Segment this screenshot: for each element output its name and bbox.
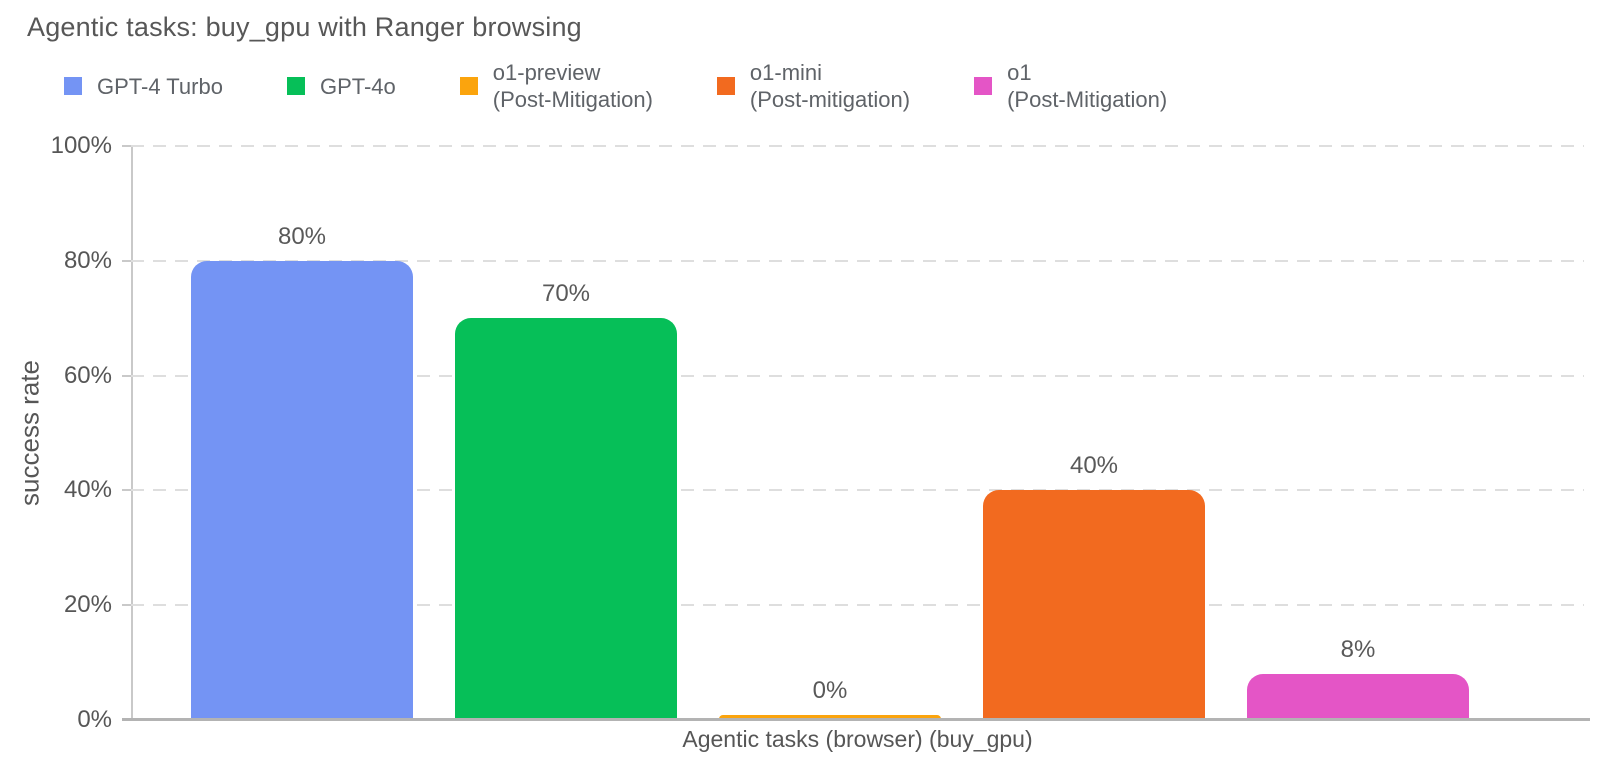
y-tick-mark-40	[122, 489, 131, 492]
y-tick-label-0: 0%	[77, 706, 112, 733]
legend-label: o1-preview (Post-Mitigation)	[492, 60, 653, 112]
y-tick-label-60: 60%	[63, 361, 112, 389]
bar-o1-mini-post-mitigation[interactable]	[983, 490, 1205, 720]
bar-gpt-4o[interactable]	[455, 318, 677, 720]
y-tick-mark-20	[122, 604, 131, 607]
legend-swatch-icon	[286, 77, 305, 95]
bar-gpt-4-turbo[interactable]	[191, 261, 413, 720]
legend-swatch-icon	[716, 77, 735, 95]
y-tick-mark-100	[122, 145, 131, 147]
value-label-1: 70%	[541, 280, 591, 307]
value-label-2: 0%	[812, 677, 848, 704]
legend-item-o1-mini-post-mitigation[interactable]: o1-mini (Post-mitigation)	[716, 59, 911, 113]
y-axis-tick-labels: 0% 20% 40% 60% 80% 100%	[0, 132, 112, 733]
value-label-3: 40%	[1069, 452, 1119, 479]
value-label-0: 80%	[277, 223, 327, 250]
gridline-80	[131, 259, 1584, 262]
chart-title: Agentic tasks: buy_gpu with Ranger brows…	[27, 12, 582, 42]
legend-swatch-icon	[459, 77, 478, 95]
legend-item-gpt-4o[interactable]: GPT-4o	[286, 73, 396, 100]
y-tick-label-40: 40%	[63, 476, 112, 504]
y-axis-line	[131, 146, 133, 720]
y-tick-label-100: 100%	[50, 132, 112, 159]
x-axis-title: Agentic tasks (browser) (buy_gpu)	[682, 726, 1033, 752]
legend-swatch-icon	[974, 77, 993, 95]
legend: GPT-4 Turbo GPT-4o o1-preview (Post-Mitigat…	[64, 58, 1167, 114]
legend-swatch-icon	[64, 77, 82, 95]
y-tick-mark-60	[122, 374, 131, 377]
y-tick-label-80: 80%	[63, 246, 112, 274]
legend-label: GPT-4 Turbo	[97, 73, 223, 99]
plot-area: 80% 70% 0% 40% 8%	[122, 145, 1590, 721]
bar-o1-post-mitigation[interactable]	[1247, 674, 1469, 720]
legend-label: o1-mini (Post-mitigation)	[749, 60, 911, 112]
gridline-40	[131, 489, 1584, 492]
gridline-60	[131, 374, 1584, 377]
bar-o1-preview-post-mitigation[interactable]	[719, 715, 941, 720]
legend-item-o1-preview-post-mitigation[interactable]: o1-preview (Post-Mitigation)	[459, 59, 653, 113]
y-tick-mark-80	[122, 259, 131, 262]
x-axis-baseline	[122, 718, 1590, 721]
legend-label: o1 (Post-Mitigation)	[1007, 60, 1168, 112]
value-label-4: 8%	[1340, 636, 1376, 663]
gridline-20	[131, 604, 1584, 607]
gridline-100	[131, 145, 1584, 147]
legend-item-gpt-4-turbo[interactable]: GPT-4 Turbo	[64, 73, 223, 100]
legend-item-o1-post-mitigation[interactable]: o1 (Post-Mitigation)	[974, 59, 1167, 113]
y-tick-label-20: 20%	[63, 591, 112, 619]
legend-label: GPT-4o	[319, 73, 396, 99]
